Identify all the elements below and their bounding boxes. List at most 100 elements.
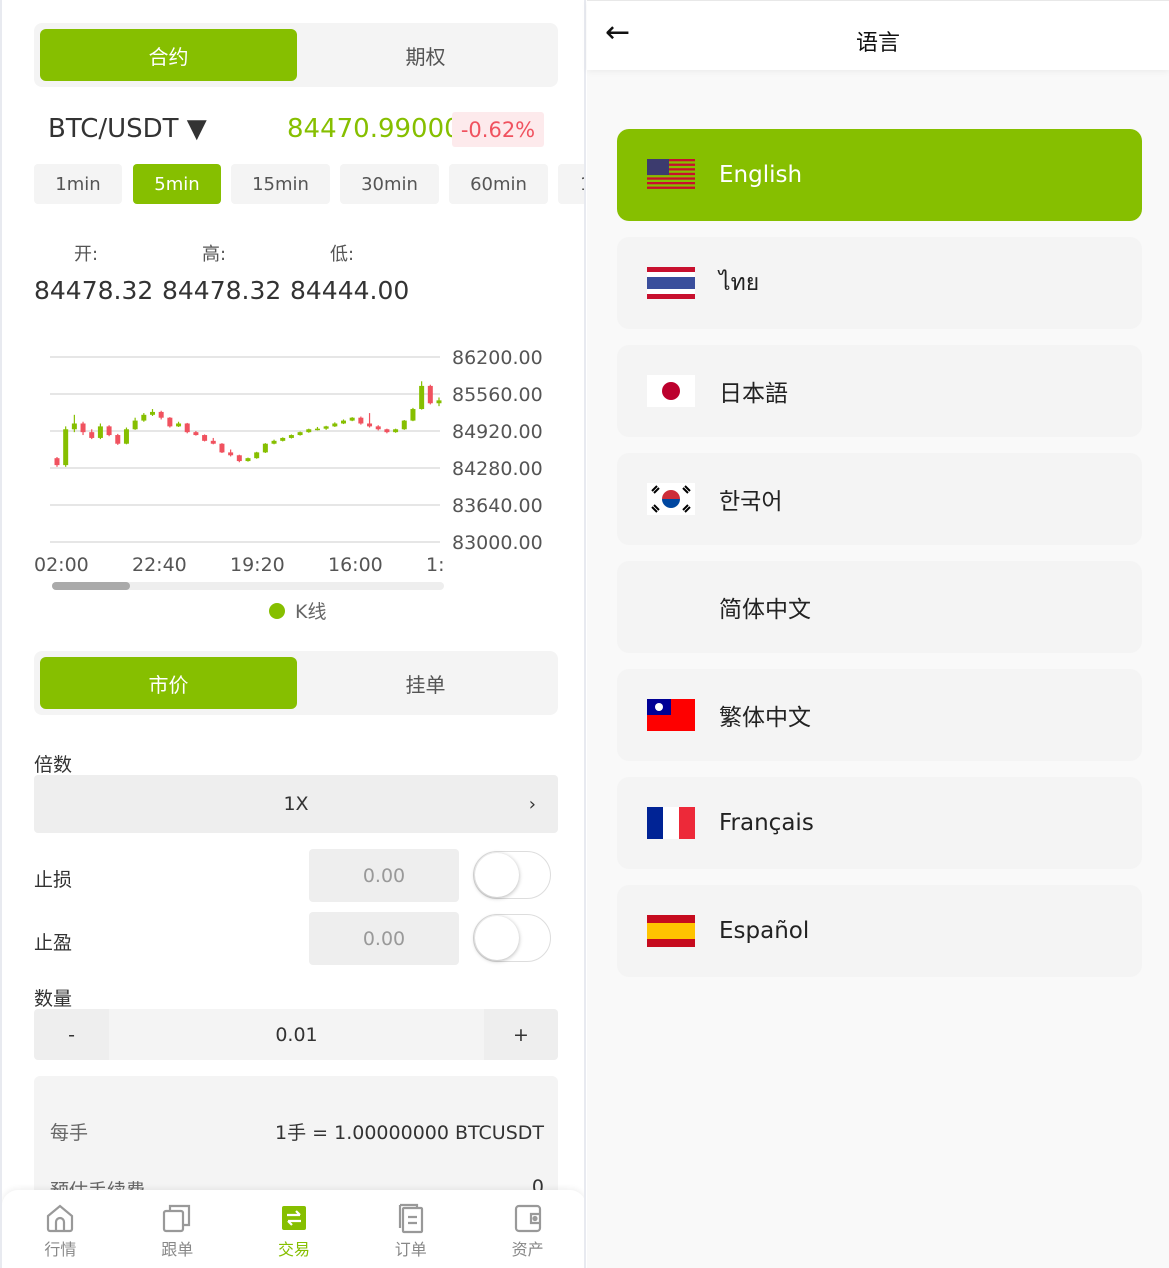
candle-body <box>228 452 234 456</box>
candle-body <box>436 400 442 404</box>
nav-copy-trade[interactable]: 跟单 <box>119 1190 236 1268</box>
chart-scrollbar-track[interactable] <box>52 582 444 590</box>
chevron-right-icon: › <box>528 793 536 815</box>
home-icon <box>47 1204 74 1233</box>
bottom-nav: 行情 跟单 交易 订单 资产 <box>2 1190 584 1268</box>
take-profit-label: 止盈 <box>34 932 73 954</box>
page-title: 语言 <box>855 31 900 56</box>
quantity-input[interactable]: 0.01 <box>109 1009 484 1060</box>
timeframe-30min[interactable]: 30min <box>340 164 439 204</box>
exchange-icon <box>281 1206 306 1230</box>
timeframe-5min[interactable]: 5min <box>133 164 221 204</box>
candle-body <box>150 411 155 415</box>
timeframe-1min[interactable]: 1min <box>34 164 122 204</box>
per-lot-value: 1手 = 1.00000000 BTCUSDT <box>275 1122 544 1144</box>
candle-body <box>202 435 208 441</box>
legend-marker <box>269 603 285 619</box>
copy-icon <box>163 1204 191 1233</box>
timeframe-more[interactable]: 1 <box>558 164 584 204</box>
order-type-tabs: 市价 挂单 <box>34 651 558 715</box>
y-tick-label: 84280.00 <box>452 458 543 480</box>
change-badge: -0.62% <box>452 112 544 147</box>
language-option-us[interactable]: English <box>617 129 1142 221</box>
x-tick-label: 19:20 <box>230 554 285 576</box>
candle-body <box>71 423 77 430</box>
candle-body <box>349 417 355 421</box>
quantity-plus-button[interactable]: + <box>484 1009 558 1060</box>
tab-options[interactable]: 期权 <box>405 44 446 69</box>
candle-body <box>323 426 329 429</box>
high-value: 84478.32 <box>162 276 282 305</box>
candle-body <box>358 417 364 424</box>
candle-body <box>393 429 399 433</box>
trade-panel: 合约 期权 BTC/USDT ▼ 84470.99000 -0.62% 1min… <box>0 0 586 1268</box>
open-value: 84478.32 <box>34 276 154 305</box>
language-label: 한국어 <box>719 489 783 515</box>
candle-body <box>123 429 129 444</box>
candle-body <box>271 440 277 444</box>
flag-tw-icon <box>647 699 695 731</box>
nav-label: 交易 <box>277 1240 310 1259</box>
y-tick-label: 86200.00 <box>452 347 543 369</box>
back-arrow-icon[interactable]: ← <box>605 15 631 50</box>
timeframe-60min[interactable]: 60min <box>449 164 548 204</box>
language-option-fr[interactable]: Français <box>617 777 1142 869</box>
nav-market[interactable]: 行情 <box>2 1190 119 1268</box>
flag-fr-icon <box>647 807 695 839</box>
timeframe-15min[interactable]: 15min <box>231 164 330 204</box>
low-label: 低: <box>330 244 355 265</box>
low-value: 84444.00 <box>290 276 410 305</box>
open-label: 开: <box>74 244 99 265</box>
language-option-jp[interactable]: 日本語 <box>617 345 1142 437</box>
kline-chart[interactable]: 86200.00 85560.00 84920.00 84280.00 83640.00… <box>2 330 586 630</box>
language-option-tw[interactable]: 繁体中文 <box>617 669 1142 761</box>
candle-body <box>210 440 216 444</box>
candle-body <box>427 385 433 404</box>
candle-body <box>262 443 268 453</box>
per-lot-label: 每手 <box>50 1122 89 1144</box>
chart-scrollbar-thumb[interactable] <box>52 582 130 590</box>
take-profit-toggle[interactable] <box>473 914 551 962</box>
flag-jp-icon <box>647 375 695 407</box>
nav-assets[interactable]: 资产 <box>469 1190 584 1268</box>
candle-body <box>306 429 312 433</box>
tab-limit[interactable]: 挂单 <box>405 672 446 697</box>
candle-body <box>132 420 138 430</box>
candle-body <box>141 414 147 421</box>
pair-selector[interactable]: BTC/USDT ▼ <box>48 114 207 144</box>
high-label: 高: <box>202 244 227 265</box>
candle-body <box>332 423 338 427</box>
candle-body <box>158 411 164 418</box>
candle-body <box>63 429 69 466</box>
x-tick-label: 16:00 <box>328 554 383 576</box>
header: ← 语言 <box>587 0 1169 70</box>
leverage-select[interactable]: 1X › <box>34 775 558 833</box>
language-option-cn[interactable]: 简体中文 <box>617 561 1142 653</box>
candle-body <box>176 423 182 427</box>
stop-loss-input[interactable]: 0.00 <box>309 849 459 902</box>
language-label: 简体中文 <box>719 597 811 623</box>
candle-body <box>106 426 112 436</box>
nav-label: 资产 <box>511 1240 544 1259</box>
language-option-th[interactable]: ไทย <box>617 237 1142 329</box>
y-tick-label: 83000.00 <box>452 532 543 554</box>
language-label: English <box>719 162 803 188</box>
tab-contract[interactable]: 合约 <box>40 29 297 81</box>
nav-orders[interactable]: 订单 <box>352 1190 469 1268</box>
candle-body <box>288 435 294 438</box>
candle-body <box>167 417 173 427</box>
wallet-icon <box>514 1204 541 1233</box>
tab-market[interactable]: 市价 <box>40 657 297 709</box>
nav-trade[interactable]: 交易 <box>236 1190 353 1268</box>
quantity-minus-button[interactable]: - <box>34 1009 109 1060</box>
candle-body <box>254 452 260 459</box>
candle-body <box>54 458 60 466</box>
leverage-label: 倍数 <box>34 754 73 776</box>
candle-body <box>280 437 286 441</box>
language-label: Español <box>719 918 810 944</box>
language-option-es[interactable]: Español <box>617 885 1142 977</box>
language-option-kr[interactable]: 한국어 <box>617 453 1142 545</box>
take-profit-input[interactable]: 0.00 <box>309 912 459 965</box>
candle-body <box>375 426 381 430</box>
stop-loss-toggle[interactable] <box>473 851 551 899</box>
